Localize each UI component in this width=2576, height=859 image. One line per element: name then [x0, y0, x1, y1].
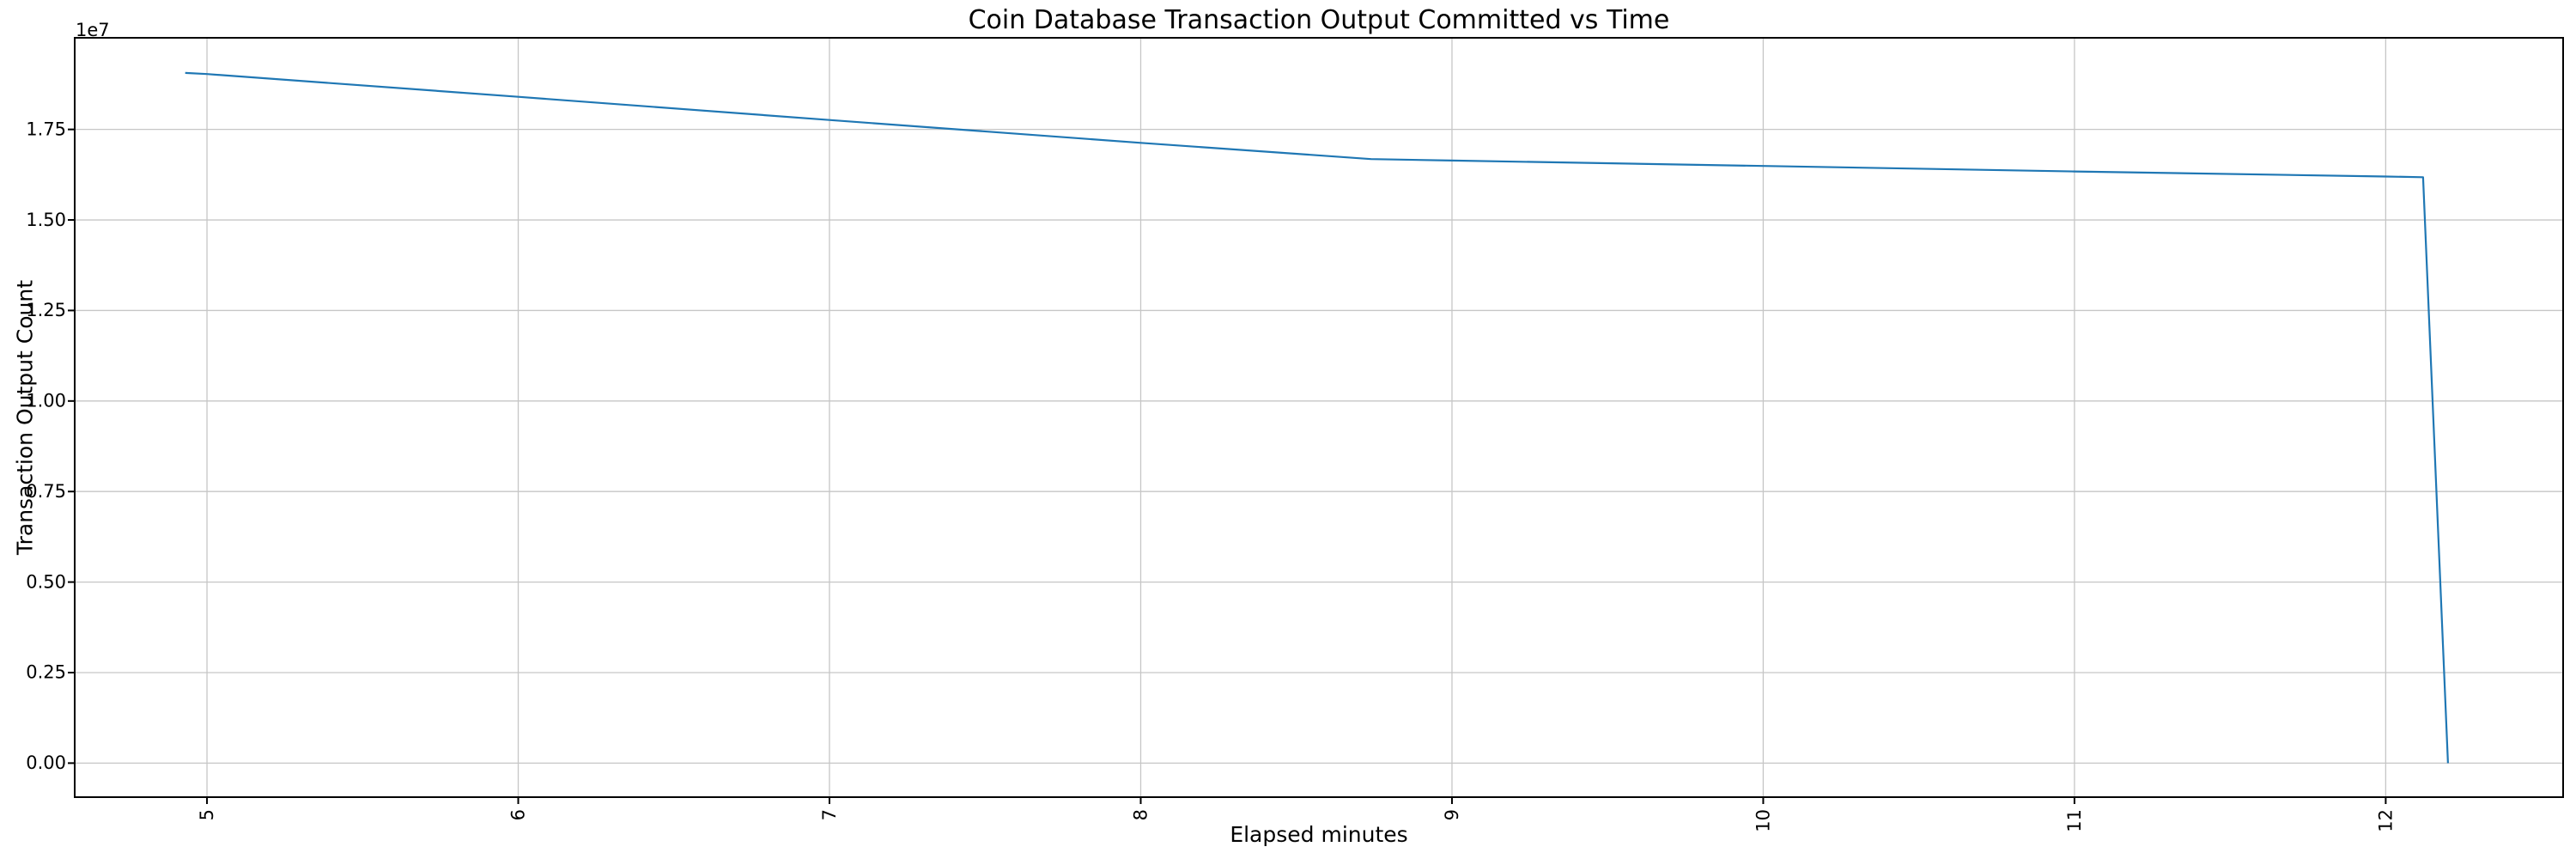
- x-tick-label: 10: [1753, 809, 1773, 832]
- x-tick-label: 7: [819, 809, 840, 820]
- y-tick-label: 1.25: [26, 300, 66, 320]
- y-axis-offset-label: 1e7: [76, 20, 110, 40]
- x-tick-label: 6: [507, 809, 528, 820]
- x-tick-label: 9: [1442, 809, 1462, 820]
- y-tick-label: 1.50: [26, 210, 66, 230]
- y-tick-label: 0.75: [26, 481, 66, 502]
- chart-title: Coin Database Transaction Output Committ…: [968, 5, 1670, 35]
- y-tick-label: 1.00: [26, 391, 66, 411]
- data-line: [185, 71, 2449, 764]
- y-tick-label: 0.50: [26, 571, 66, 592]
- y-tick-label: 1.75: [26, 119, 66, 139]
- x-tick-label: 12: [2375, 809, 2396, 832]
- plot-frame: [74, 37, 2564, 798]
- x-tick-label: 11: [2064, 809, 2085, 832]
- x-tick-label: 5: [197, 809, 217, 820]
- y-axis-label: Transaction Output Count: [12, 280, 38, 555]
- x-tick-label: 8: [1130, 809, 1151, 820]
- y-tick-label: 0.00: [26, 752, 66, 773]
- y-tick-label: 0.25: [26, 662, 66, 683]
- x-axis-label: Elapsed minutes: [1230, 822, 1408, 847]
